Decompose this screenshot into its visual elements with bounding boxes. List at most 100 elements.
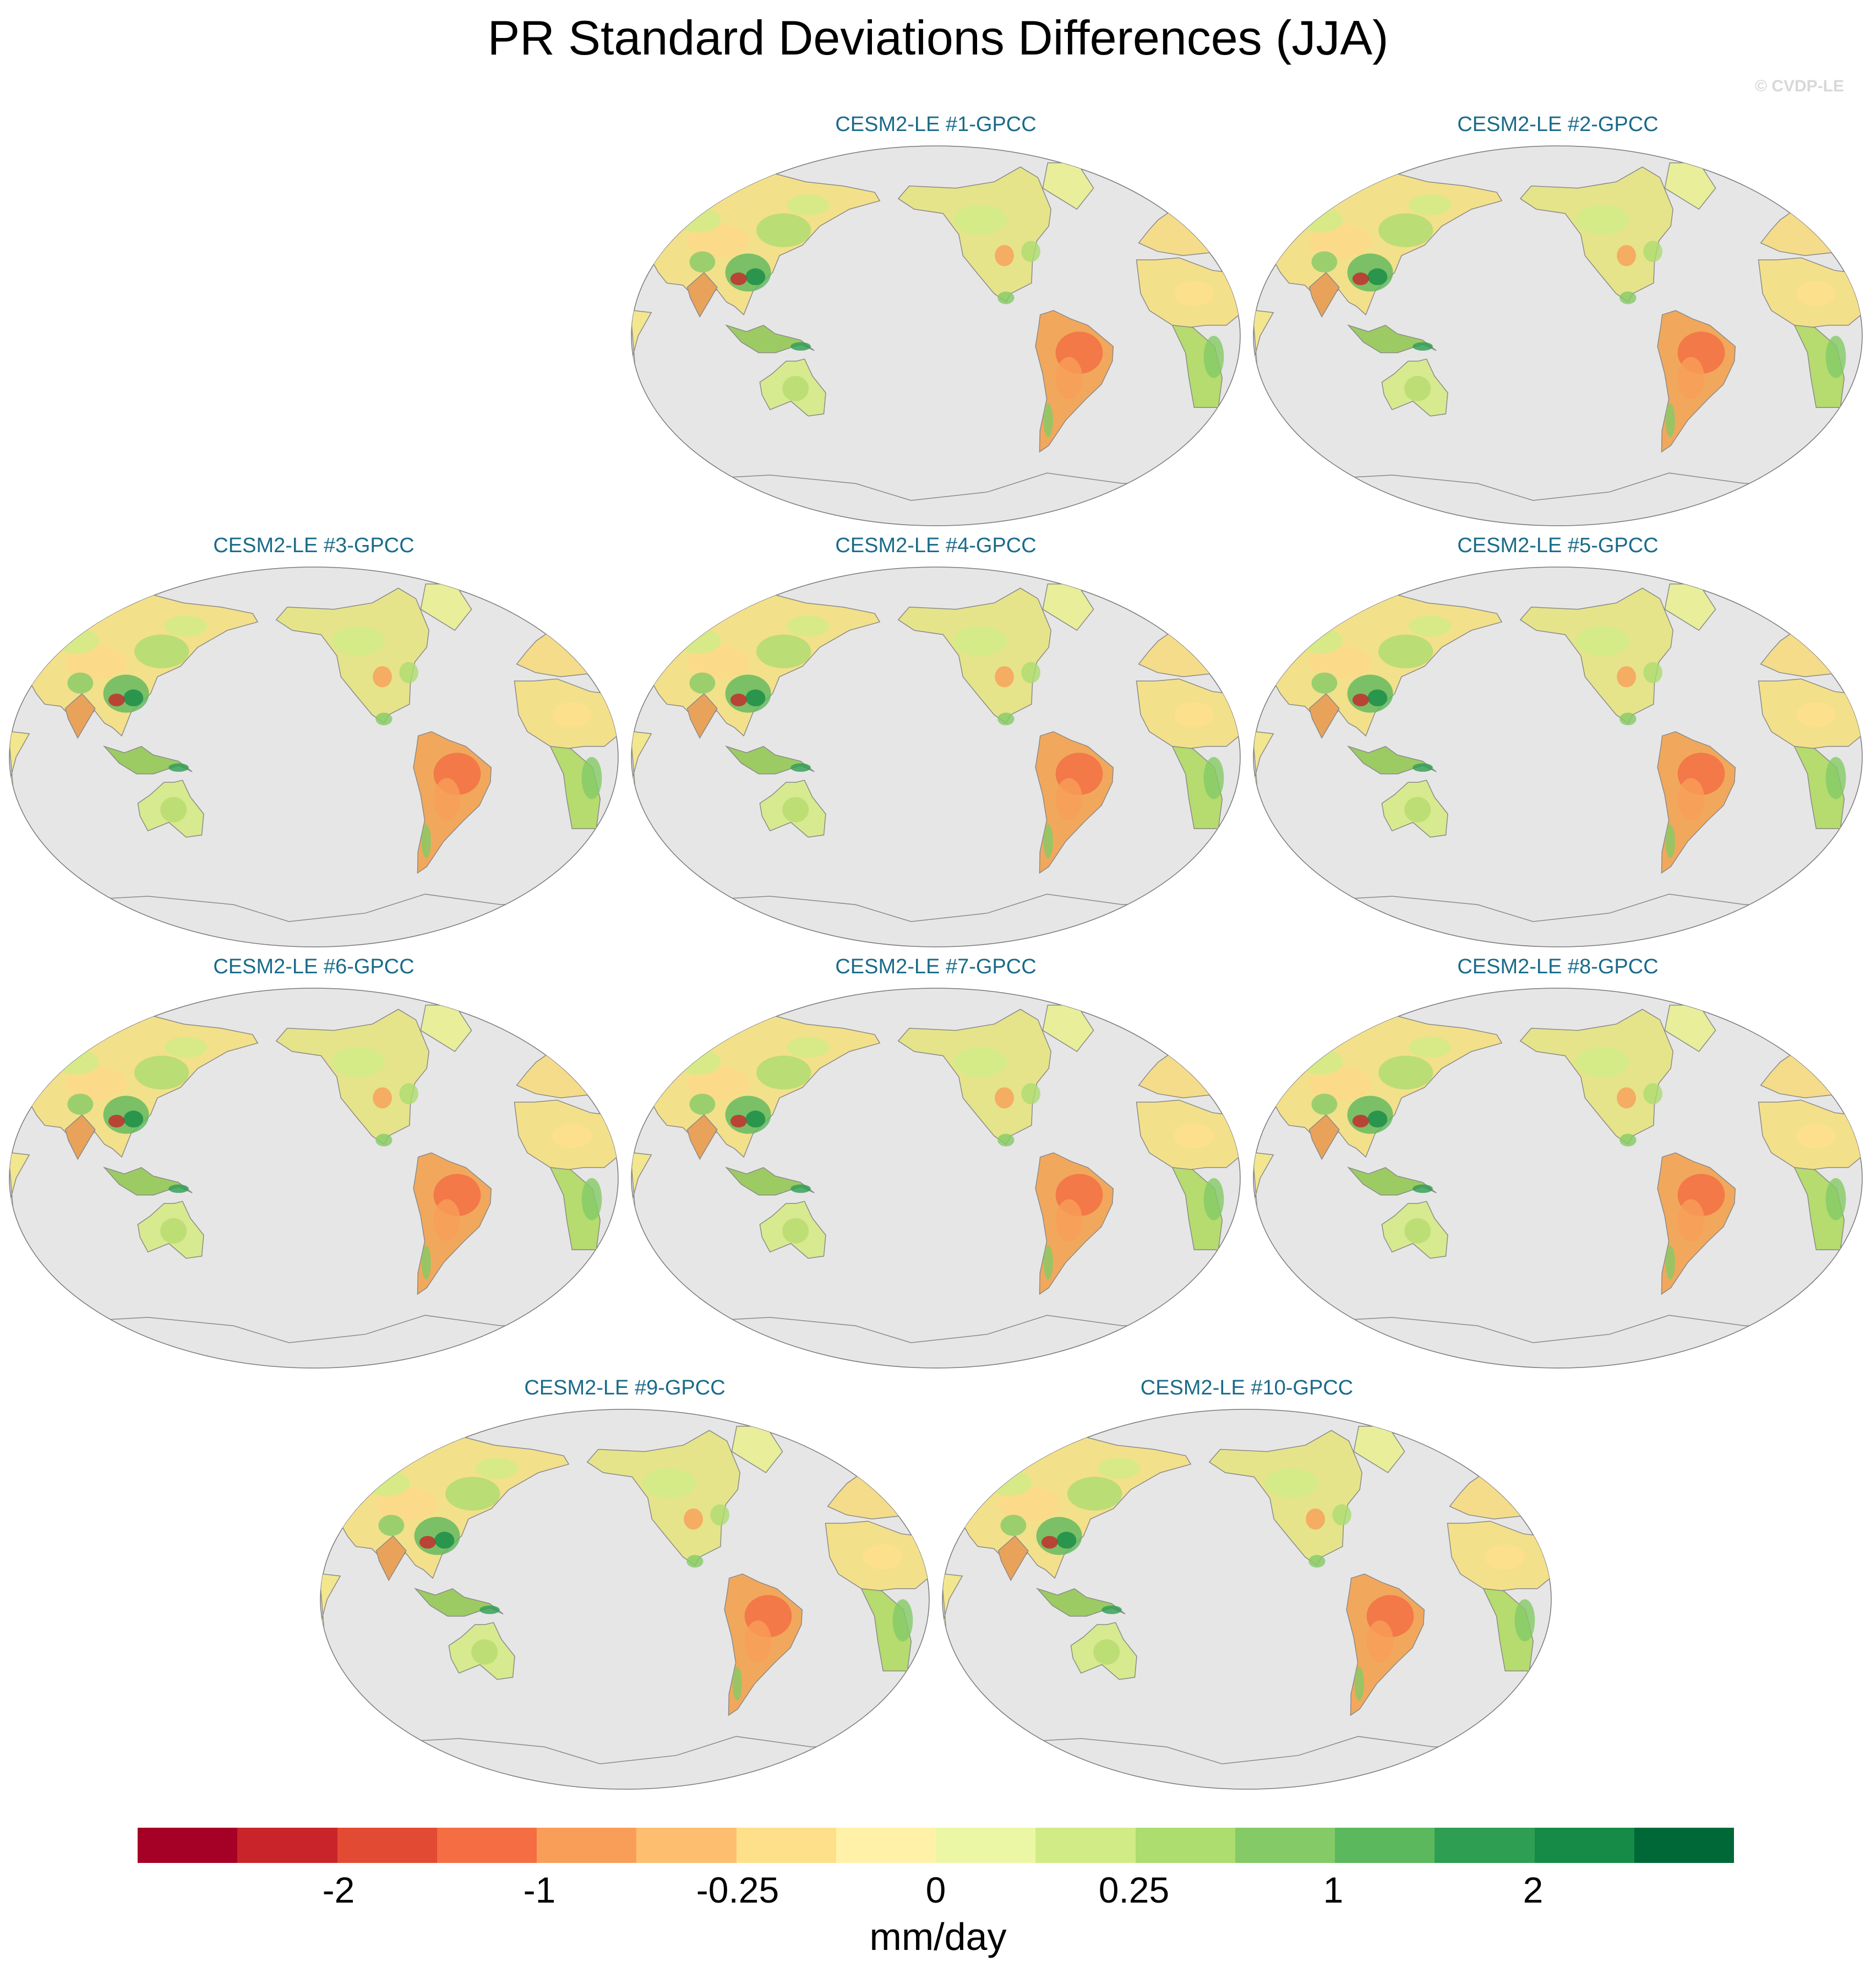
anomaly-patch [1309,645,1372,679]
india-land [1308,1114,1340,1160]
anomaly-patch [373,666,392,688]
anomaly-patch [782,797,809,822]
anomaly-patch [1354,1666,1364,1701]
greenland-land [1042,162,1094,210]
anomaly-patch [1575,205,1629,235]
anomaly-patch [1093,1639,1120,1665]
anomaly-patch [1056,1532,1077,1549]
colorbar-swatch [138,1828,238,1863]
anomaly-patch [987,1470,1032,1496]
anomaly-patch [479,1605,500,1614]
greenland-land [420,583,472,631]
anomaly-patch [756,213,811,247]
anomaly-patch [1043,1245,1053,1279]
anomaly-patch [581,1178,602,1220]
anomaly-patch [732,1666,742,1701]
india-land [64,1114,96,1160]
india-land [1308,271,1340,318]
anomaly-patch [787,1037,830,1058]
map-panel: CESM2-LE #10-GPCC [941,1376,1552,1800]
anomaly-patch [1643,241,1662,262]
panel-title: CESM2-LE #2-GPCC [1457,113,1659,136]
panel-title: CESM2-LE #7-GPCC [835,955,1037,978]
anomaly-patch [1677,1199,1705,1241]
anomaly-patch [997,712,1015,726]
anomaly-patch [687,224,750,258]
anomaly-patch [687,1066,750,1100]
anomaly-patch [1332,1504,1351,1525]
anomaly-patch [1575,626,1629,656]
map-panel: CESM2-LE #3-GPCC [8,534,619,958]
anomaly-patch [745,689,766,706]
anomaly-patch [1665,1245,1675,1279]
anomaly-patch [687,645,750,679]
anomaly-patch [787,615,830,637]
anomaly-patch [1000,1514,1027,1536]
anomaly-patch [997,291,1015,304]
robinson-map [631,145,1241,526]
anomaly-patch [1643,662,1662,683]
anomaly-patch [953,1047,1007,1077]
panel-title: CESM2-LE #9-GPCC [524,1376,726,1399]
antarctica-land [68,893,558,947]
anomaly-patch [54,1049,99,1075]
anomaly-patch [684,1508,703,1530]
greenland-land [1664,583,1716,631]
anomaly-patch [1404,1218,1431,1244]
anomaly-patch [67,672,94,694]
greenland-land [420,1004,472,1052]
anomaly-patch [1619,291,1637,304]
namerica-land [275,1009,429,1145]
anomaly-patch [1174,702,1214,728]
anomaly-patch [434,1532,455,1549]
anomaly-patch [433,1199,461,1241]
antarctica-land [690,472,1180,526]
anomaly-patch [686,1555,704,1568]
anomaly-patch [1264,1468,1318,1498]
namerica-land [897,1009,1051,1145]
anomaly-patch [1514,1599,1535,1642]
anomaly-patch [1098,1458,1141,1479]
india-land [686,271,718,318]
anomaly-patch [1298,1049,1343,1075]
namerica-land [1208,1430,1362,1566]
greenland-land [731,1425,783,1473]
antarctica-land [690,893,1180,947]
anomaly-patch [421,824,431,858]
namerica-land [897,166,1051,303]
anomaly-patch [1367,1110,1388,1127]
anomaly-patch [1306,1508,1325,1530]
anomaly-patch [445,1476,500,1511]
anomaly-patch [399,662,418,683]
anomaly-patch [165,615,208,637]
anomaly-patch [787,194,830,216]
panel-title: CESM2-LE #8-GPCC [1457,955,1659,978]
anomaly-patch [67,1093,94,1115]
anomaly-patch [1409,615,1452,637]
colorbar-swatch [736,1828,836,1863]
colorbar-tick-label: -1 [523,1870,556,1910]
anomaly-patch [376,1487,439,1522]
anomaly-patch [399,1083,418,1104]
anomaly-patch [1404,375,1431,401]
anomaly-patch [1298,628,1343,654]
namerica-land [586,1430,740,1566]
anomaly-patch [745,1110,766,1127]
anomaly-patch [744,1620,772,1663]
colorbar-swatch [537,1828,637,1863]
anomaly-patch [1619,1134,1637,1147]
anomaly-patch [419,1536,436,1549]
anomaly-patch [756,1055,811,1089]
figure-title: PR Standard Deviations Differences (JJA) [487,10,1389,65]
anomaly-patch [1617,1087,1636,1109]
anomaly-patch [160,797,187,822]
anomaly-patch [1665,403,1675,437]
anomaly-patch [1043,824,1053,858]
greenland-land [1042,583,1094,631]
anomaly-patch [1575,1047,1629,1077]
robinson-map [9,566,619,947]
anomaly-patch [1311,672,1338,694]
india-land [1308,693,1340,739]
anomaly-patch [1203,757,1224,799]
colorbar-swatch [836,1828,936,1863]
